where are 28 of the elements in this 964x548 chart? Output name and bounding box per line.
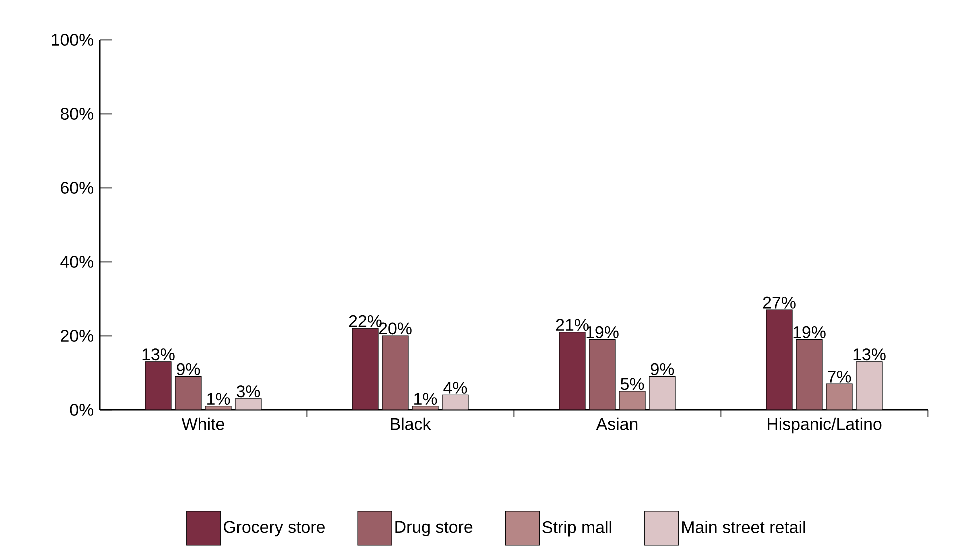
data-label: 1%	[414, 393, 438, 405]
data-label: 13%	[854, 348, 886, 361]
data-label: 19%	[586, 326, 619, 338]
data-label: 27%	[763, 296, 796, 309]
y-tick-label: 40%	[60, 256, 94, 268]
x-tick-label: White	[182, 418, 224, 430]
data-label: 3%	[236, 386, 260, 398]
data-label: 9%	[177, 363, 200, 376]
legend-label: Main street retail	[682, 521, 806, 534]
data-label: 9%	[651, 363, 674, 376]
legend-label: Strip mall	[542, 521, 612, 537]
data-label: 13%	[142, 348, 175, 361]
legend-label: Grocery store	[224, 521, 325, 537]
x-tick-label: Black	[391, 418, 432, 430]
x-tick-label: Hispanic/Latino	[768, 418, 882, 434]
y-tick-label: 0%	[70, 404, 94, 416]
y-tick-label: 60%	[61, 182, 94, 194]
data-label: 5%	[620, 378, 644, 390]
data-label: 4%	[444, 382, 468, 394]
legend-label: Drug store	[396, 521, 473, 536]
y-tick-label: 20%	[61, 330, 94, 342]
data-label: 21%	[556, 319, 589, 331]
y-tick-label: 100%	[52, 34, 94, 46]
x-tick-label: Asian	[596, 418, 638, 430]
data-label: 7%	[828, 370, 852, 383]
y-tick-label: 80%	[60, 108, 94, 120]
data-label: 1%	[208, 393, 230, 405]
data-label: 19%	[794, 326, 826, 338]
